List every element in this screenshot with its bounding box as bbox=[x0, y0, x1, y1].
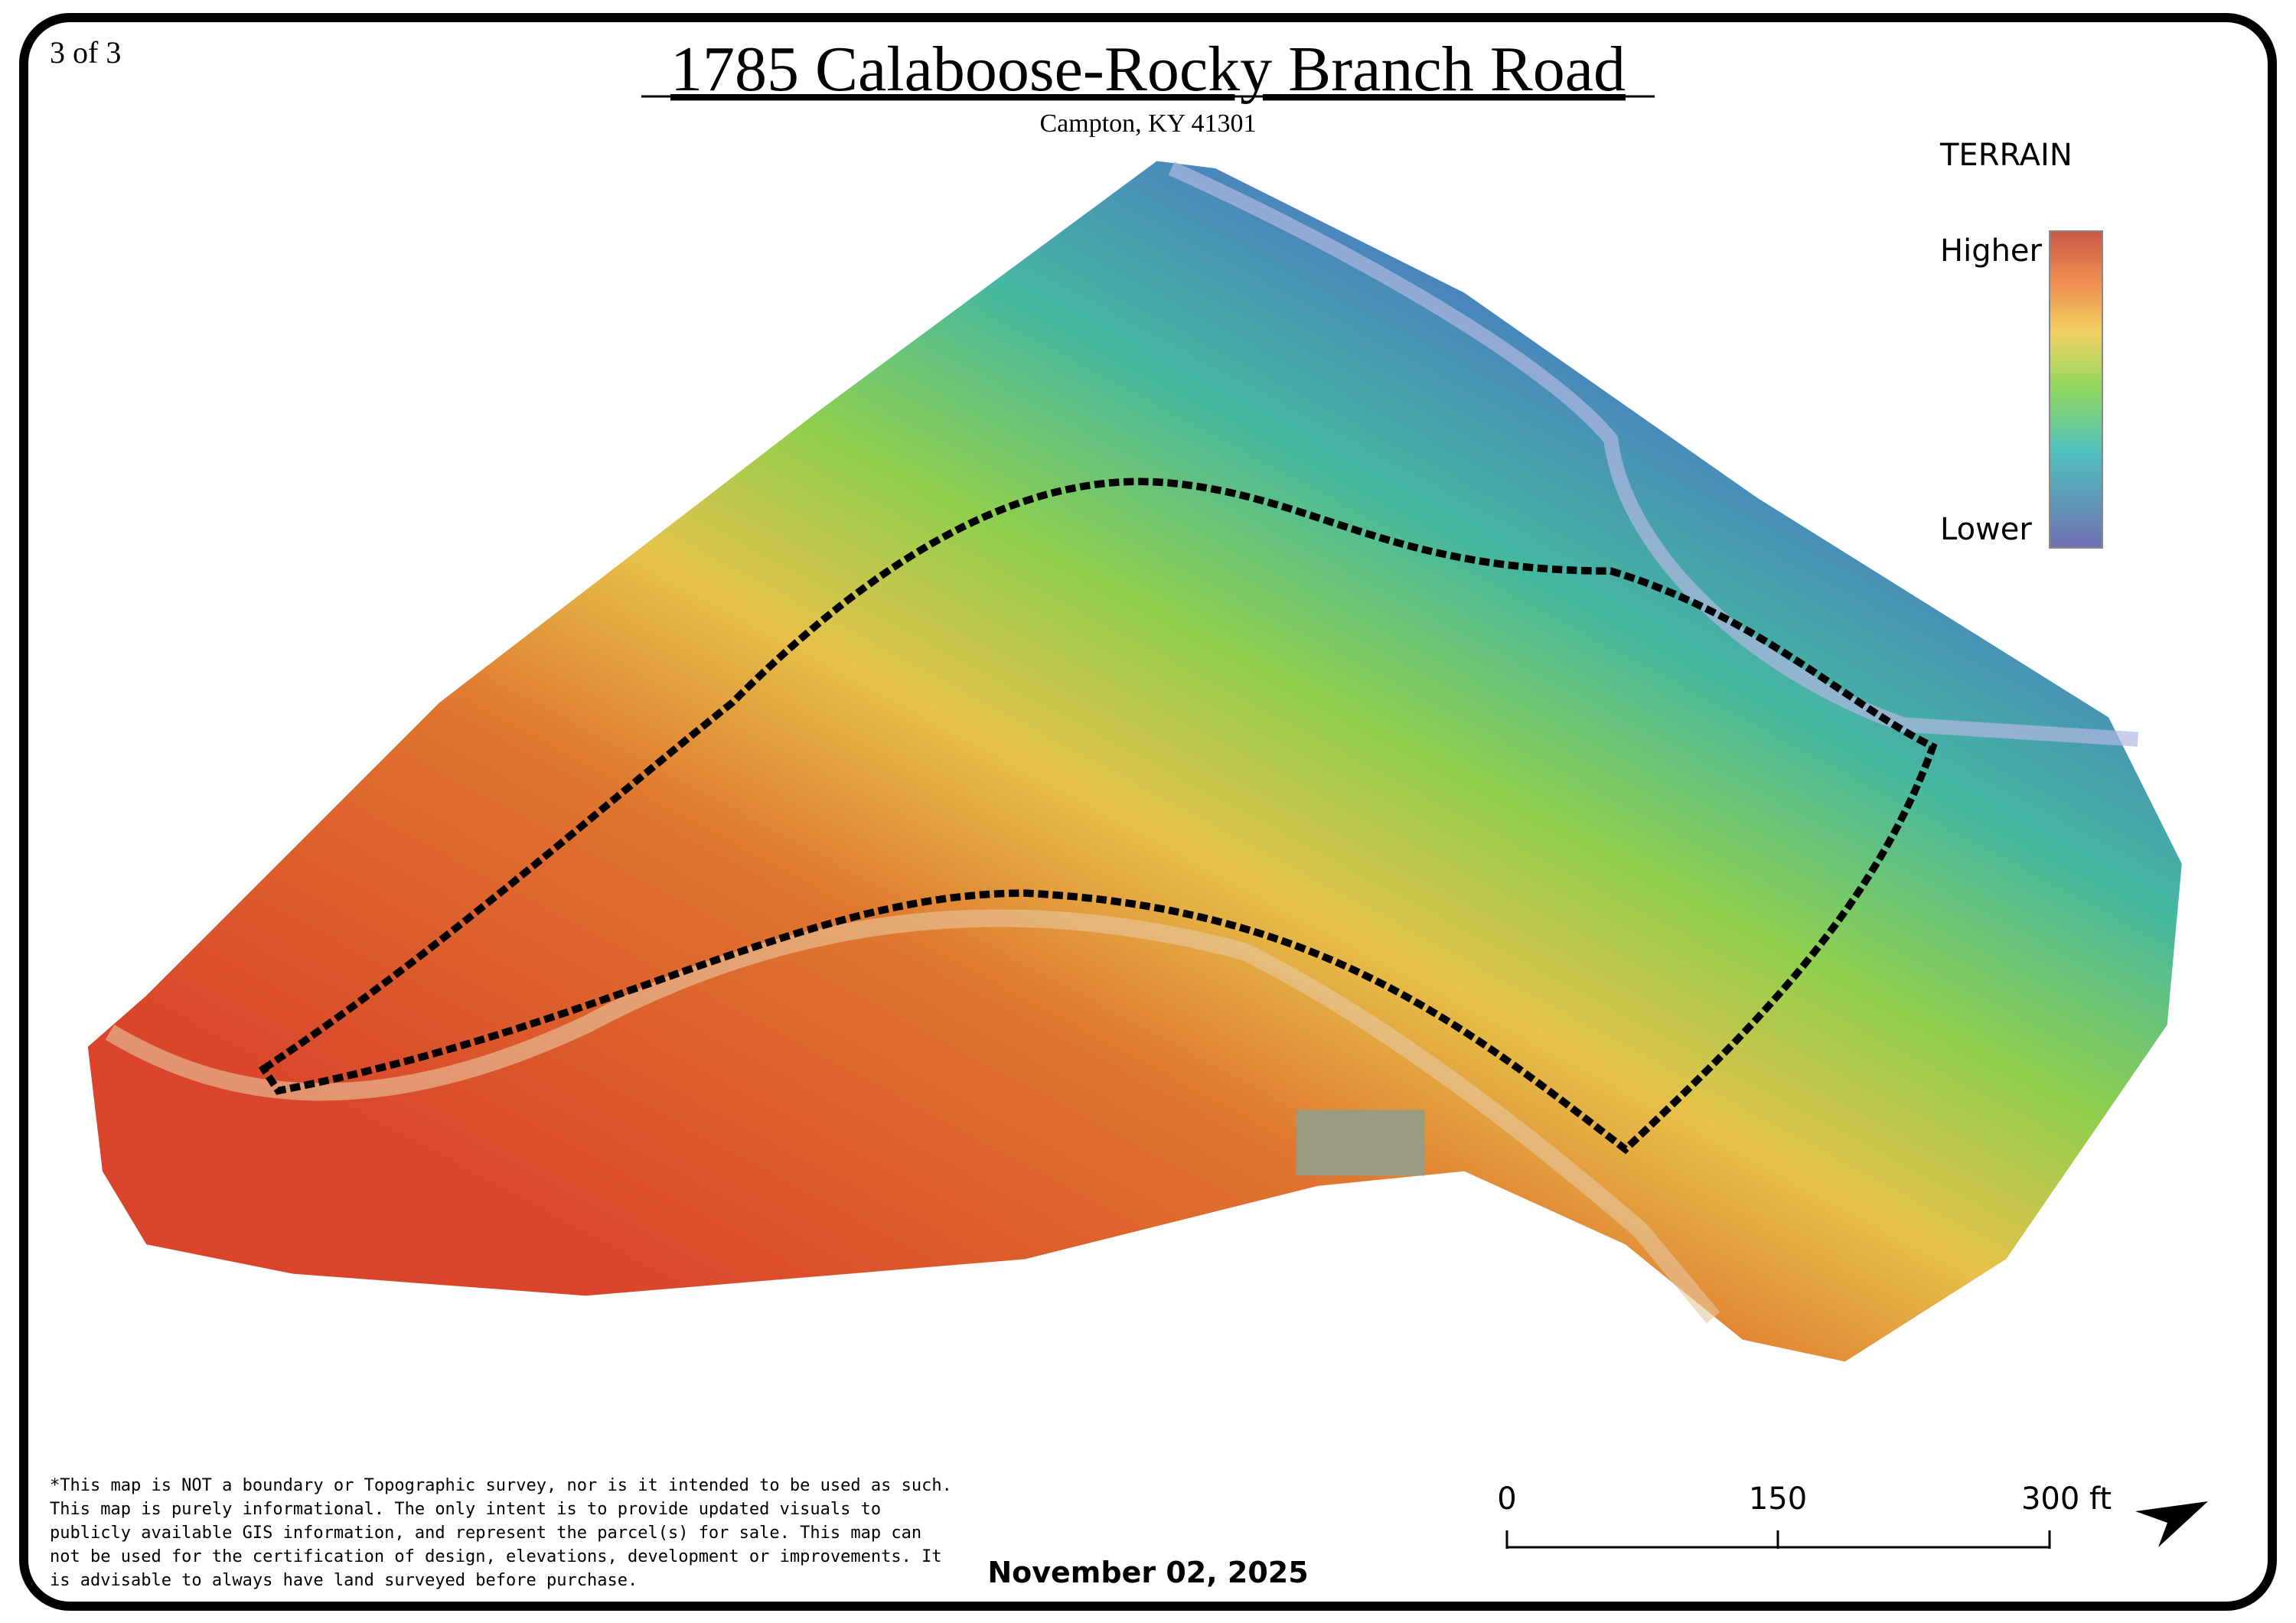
page-number: 3 of 3 bbox=[50, 35, 121, 70]
legend-high: Higher bbox=[1940, 233, 2043, 269]
date: November 02, 2025 bbox=[987, 1556, 1308, 1589]
road bbox=[105, 909, 1720, 1324]
title: 1785 Calaboose-Rocky Branch Road bbox=[670, 34, 1626, 105]
terrain-map bbox=[87, 161, 2182, 1362]
building bbox=[1296, 1110, 1425, 1176]
page-border bbox=[19, 13, 2277, 1611]
elevation-raster bbox=[87, 161, 2182, 1362]
disclaimer: *This map is NOT a boundary or Topograph… bbox=[50, 1476, 952, 1590]
legend-title: TERRAIN bbox=[1939, 138, 2073, 173]
disclaimer-line: This map is purely informational. The on… bbox=[50, 1500, 881, 1519]
legend-low: Lower bbox=[1940, 512, 2032, 547]
road bbox=[1168, 161, 2139, 747]
parcel-boundary bbox=[258, 477, 1938, 1155]
disclaimer-line: *This map is NOT a boundary or Topograph… bbox=[50, 1476, 952, 1495]
disclaimer-line: is advisable to always have land surveye… bbox=[50, 1571, 638, 1590]
scale-bar: 0 150 300 ft bbox=[1497, 1481, 2112, 1549]
legend-ramp bbox=[2049, 230, 2103, 549]
subtitle: Campton, KY 41301 bbox=[1039, 109, 1256, 138]
scale-label: 150 bbox=[1749, 1481, 1807, 1517]
disclaimer-line: not be used for the certification of des… bbox=[50, 1547, 942, 1566]
scale-label: 300 ft bbox=[2021, 1481, 2112, 1517]
north-arrow bbox=[2135, 1501, 2208, 1547]
disclaimer-line: publicly available GIS information, and … bbox=[50, 1524, 921, 1543]
scale-label: 0 bbox=[1497, 1481, 1516, 1517]
